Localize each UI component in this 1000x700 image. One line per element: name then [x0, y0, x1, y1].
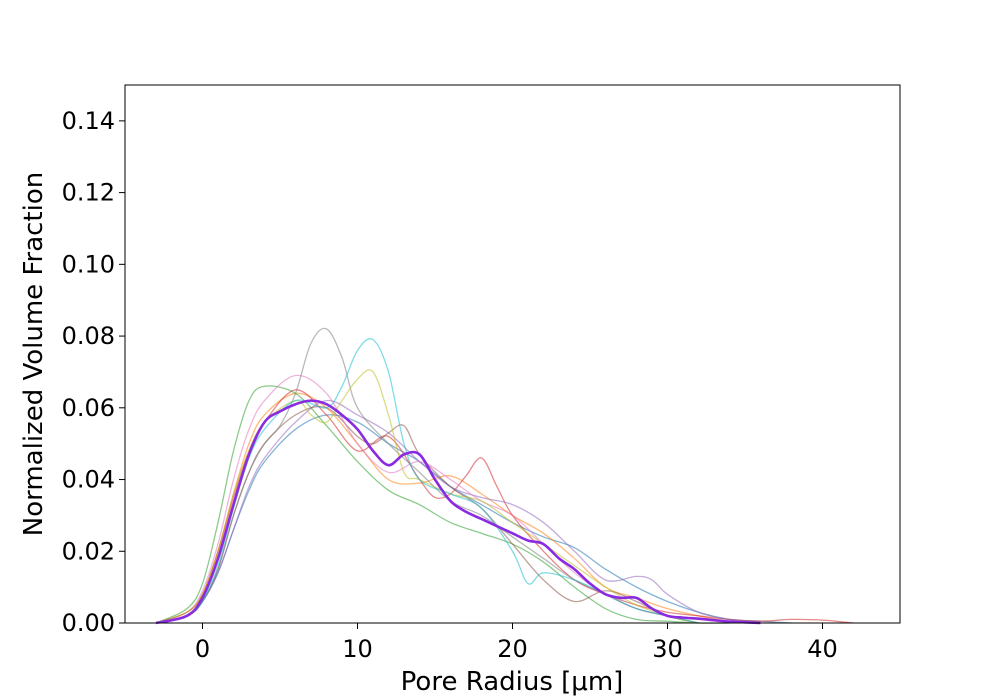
sample-series-line-8 [155, 327, 699, 624]
y-tick-label: 0.14 [62, 107, 115, 135]
y-tick-label: 0.04 [62, 466, 115, 494]
sample-series-line-7 [155, 374, 730, 624]
plot-frame [124, 84, 901, 624]
x-tick-label: 0 [195, 635, 210, 663]
sample-series-line-6 [155, 405, 699, 624]
x-axis: 0 10 20 30 40 [195, 623, 838, 663]
mean-series-line [155, 399, 761, 625]
x-tick-label: 10 [342, 635, 373, 663]
x-tick-label: 30 [652, 635, 683, 663]
y-tick-label: 0.12 [62, 179, 115, 207]
y-tick-label: 0.10 [62, 250, 115, 278]
y-tick-label: 0.02 [62, 537, 115, 565]
sample-series-line-4 [155, 389, 854, 624]
series-layer [155, 327, 854, 625]
x-tick-label: 20 [497, 635, 528, 663]
sample-series-line-9 [155, 369, 699, 624]
sample-series-line-5 [155, 399, 761, 624]
y-tick-label: 0.06 [62, 394, 115, 422]
x-tick-label: 40 [807, 635, 838, 663]
x-axis-label: Pore Radius [μm] [401, 667, 624, 697]
y-tick-label: 0.08 [62, 322, 115, 350]
y-axis: 0.00 0.02 0.04 0.06 0.08 0.10 0.12 0.14 [62, 107, 125, 637]
y-axis-label: Normalized Volume Fraction [19, 172, 49, 536]
sample-series-line-3 [155, 385, 730, 624]
y-tick-label: 0.00 [62, 609, 115, 637]
